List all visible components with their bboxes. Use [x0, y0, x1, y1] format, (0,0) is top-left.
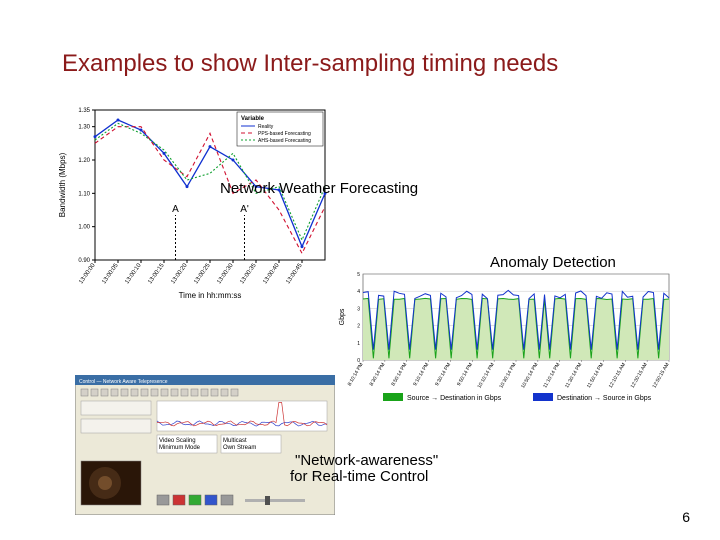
svg-text:12:10:15 AM: 12:10:15 AM — [608, 362, 627, 389]
svg-text:9:50:14 PM: 9:50:14 PM — [456, 362, 474, 387]
svg-text:Bandwidth (Mbps): Bandwidth (Mbps) — [58, 152, 67, 217]
svg-text:13:00:40: 13:00:40 — [262, 262, 281, 285]
svg-text:8:10:14 PM: 8:10:14 PM — [347, 362, 365, 387]
svg-text:10:10:14 PM: 10:10:14 PM — [476, 362, 495, 390]
svg-text:11:30:14 PM: 11:30:14 PM — [564, 362, 583, 389]
svg-text:0.90: 0.90 — [78, 258, 90, 264]
svg-text:2: 2 — [357, 324, 360, 330]
svg-text:13:00:45: 13:00:45 — [285, 262, 304, 285]
svg-text:8:30:14 PM: 8:30:14 PM — [369, 362, 387, 387]
svg-text:9:30:14 PM: 9:30:14 PM — [434, 362, 452, 387]
svg-text:A: A — [172, 204, 179, 215]
svg-text:Time in hh:mm:ss: Time in hh:mm:ss — [179, 291, 242, 300]
svg-text:1.10: 1.10 — [78, 191, 90, 197]
svg-text:12:50:15 AM: 12:50:15 AM — [651, 362, 670, 389]
svg-text:Gbps: Gbps — [339, 308, 346, 325]
svg-text:Minimum Mode: Minimum Mode — [159, 445, 201, 451]
svg-text:13:00:25: 13:00:25 — [193, 262, 212, 285]
svg-text:12:30:15 AM: 12:30:15 AM — [630, 362, 649, 389]
svg-text:1.20: 1.20 — [78, 158, 90, 164]
svg-text:1.30: 1.30 — [78, 125, 90, 131]
svg-text:A': A' — [240, 204, 249, 215]
label-net-aware-1: "Network-awareness" — [295, 452, 438, 469]
svg-text:8:50:14 PM: 8:50:14 PM — [390, 362, 408, 387]
svg-text:9:10:14 PM: 9:10:14 PM — [412, 362, 430, 387]
svg-text:13:00:20: 13:00:20 — [170, 262, 189, 285]
svg-text:Destination → Source in Gbps: Destination → Source in Gbps — [557, 395, 652, 402]
svg-text:13:00:10: 13:00:10 — [124, 262, 143, 285]
svg-text:13:00:30: 13:00:30 — [216, 262, 235, 285]
svg-text:11:10:14 PM: 11:10:14 PM — [542, 362, 561, 389]
svg-text:1.35: 1.35 — [78, 108, 90, 114]
anomaly-chart: 012345Gbps8:10:14 PM8:30:14 PM8:50:14 PM… — [335, 268, 675, 408]
svg-text:Video Scaling: Video Scaling — [159, 438, 196, 444]
svg-text:Source → Destination in Gbps: Source → Destination in Gbps — [407, 395, 502, 402]
forecast-chart: 0.90 1.00 1.10 1.20 1.30 1.35 13:00:0013:00:05… — [55, 100, 335, 300]
svg-text:1.00: 1.00 — [78, 225, 90, 231]
svg-text:3: 3 — [357, 306, 360, 312]
control-panel: Control — Network Aware Telepresence Vide… — [75, 375, 335, 515]
label-net-aware-2: for Real-time Control — [290, 468, 428, 485]
svg-text:10:30:14 PM: 10:30:14 PM — [498, 362, 517, 390]
slide-title: Examples to show Inter-sampling timing n… — [62, 50, 558, 78]
svg-text:Own Stream: Own Stream — [223, 445, 256, 451]
svg-text:Control — Network Aware Telepr: Control — Network Aware Telepresence — [79, 379, 168, 385]
svg-text:AHS-based Forecasting: AHS-based Forecasting — [258, 138, 311, 144]
label-anomaly: Anomaly Detection — [490, 254, 616, 271]
svg-text:10:50:14 PM: 10:50:14 PM — [520, 362, 539, 390]
svg-text:4: 4 — [357, 289, 360, 295]
svg-text:Variable: Variable — [241, 116, 265, 122]
label-network-weather: Network Weather Forecasting — [220, 180, 418, 197]
svg-text:13:00:00: 13:00:00 — [78, 262, 97, 285]
svg-text:13:00:15: 13:00:15 — [147, 262, 166, 285]
svg-text:5: 5 — [357, 272, 360, 278]
svg-text:13:00:05: 13:00:05 — [101, 262, 120, 285]
svg-text:Multicast: Multicast — [223, 438, 247, 444]
svg-text:11:50:14 PM: 11:50:14 PM — [586, 362, 605, 389]
page-number: 6 — [682, 509, 690, 525]
svg-text:13:00:35: 13:00:35 — [239, 262, 258, 285]
svg-text:1: 1 — [357, 341, 360, 347]
svg-text:Reality: Reality — [258, 124, 274, 130]
svg-text:PPS-based Forecasting: PPS-based Forecasting — [258, 131, 311, 137]
